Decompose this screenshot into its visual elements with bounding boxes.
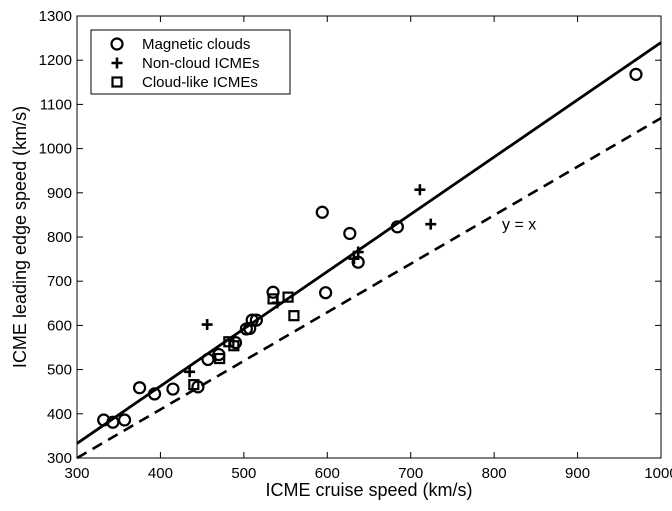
magnetic-clouds-point-12 [245,313,259,327]
annotations: y = x [502,217,536,234]
magnetic-clouds-point-15 [315,205,329,219]
magnetic-clouds-point-2 [117,413,132,427]
x-tick-label-1000: 1000 [644,465,672,482]
legend-items [110,37,124,88]
cloud-like-icmes-point-1 [214,352,226,365]
magnetic-clouds-point-5 [166,382,180,396]
magnetic-clouds-point-4 [147,387,162,401]
cloud-like-icmes-point-5 [282,291,294,303]
magnetic-clouds-point-19 [390,220,404,234]
x-tick-label-400: 400 [148,465,173,482]
legend-marker-cloud-like-icmes [111,76,123,88]
magnetic-clouds-point-14 [266,285,280,299]
non-cloud-icmes-point-4 [352,246,364,258]
cloud-like-icmes-point-4 [267,293,279,305]
y-tick-label-1300: 1300 [39,8,72,25]
magnetic-clouds-point-20 [629,67,643,81]
cloud-like-icmes-point-0 [188,379,200,391]
legend-box [90,29,291,95]
fit-line [76,41,662,445]
y-tick-label-900: 900 [47,185,72,202]
magnetic-clouds-point-17 [343,226,357,241]
magnetic-clouds-point-7 [201,352,215,367]
legend-label-non-cloud-icmes: Non-cloud ICMEs [142,55,260,72]
non-cloud-icmes-point-6 [425,218,437,230]
legend-label-magnetic-clouds: Magnetic clouds [142,36,250,53]
legend-marker-magnetic-clouds [110,37,124,51]
x-tick-label-900: 900 [565,465,590,482]
y-tick-label-1200: 1200 [39,52,72,69]
non-cloud-icmes-point-0 [184,366,196,378]
legend-label-cloud-like-icmes: Cloud-like ICMEs [142,74,258,91]
y-tick-label-700: 700 [47,273,72,290]
y-tick-label-400: 400 [47,406,72,423]
non-cloud-icmes-point-1 [201,319,213,331]
x-tick-label-800: 800 [482,465,507,482]
magnetic-clouds-point-0 [97,413,111,427]
x-tick-label-500: 500 [231,465,256,482]
y-tick-label-600: 600 [47,317,72,334]
cloud-like-icmes-point-6 [288,310,300,322]
reference-lines [76,41,662,460]
y-tick-label-800: 800 [47,229,72,246]
y-axis-label: ICME leading edge speed (km/s) [10,106,30,368]
x-tick-label-600: 600 [315,465,340,482]
legend-marker-non-cloud-icmes [111,57,123,69]
x-tick-label-300: 300 [64,465,89,482]
non-cloud-icmes-point-3 [348,253,360,265]
y-tick-label-1000: 1000 [39,141,72,158]
y-tick-label-500: 500 [47,362,72,379]
magnetic-clouds-point-3 [132,381,147,395]
data-markers [97,67,643,429]
magnetic-clouds-point-13 [249,313,263,327]
magnetic-clouds-point-16 [319,286,333,300]
legend: Magnetic clouds Non-cloud ICMEs Cloud-li… [90,29,291,95]
cloud-like-icmes-point-3 [228,340,240,352]
axis-ticks: 300 400 500 600 700 800 900 1000 300 400 500 600 700… [39,8,672,482]
y-tick-label-300: 300 [47,450,72,467]
x-axis-label: ICME cruise speed (km/s) [265,480,472,500]
non-cloud-icmes-point-5 [414,184,426,196]
y-tick-label-1100: 1100 [40,96,72,113]
annotation-identity-label: y = x [502,217,536,234]
magnetic-clouds-point-11 [243,321,257,336]
x-tick-label-700: 700 [398,465,423,482]
identity-line [76,116,662,460]
